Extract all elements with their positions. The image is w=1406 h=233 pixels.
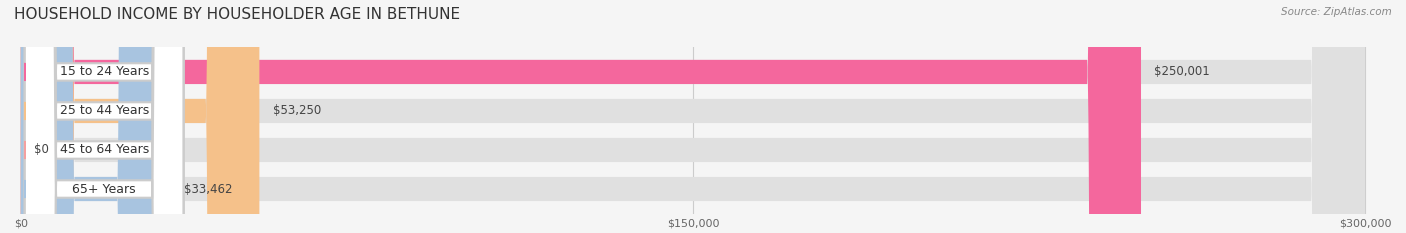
FancyBboxPatch shape (25, 0, 183, 233)
FancyBboxPatch shape (21, 0, 259, 233)
Text: 45 to 64 Years: 45 to 64 Years (59, 144, 149, 157)
Text: $33,462: $33,462 (184, 182, 232, 195)
FancyBboxPatch shape (25, 0, 183, 233)
Text: HOUSEHOLD INCOME BY HOUSEHOLDER AGE IN BETHUNE: HOUSEHOLD INCOME BY HOUSEHOLDER AGE IN B… (14, 7, 460, 22)
Text: Source: ZipAtlas.com: Source: ZipAtlas.com (1281, 7, 1392, 17)
FancyBboxPatch shape (21, 0, 1365, 233)
Text: $0: $0 (34, 144, 49, 157)
FancyBboxPatch shape (21, 0, 170, 233)
FancyBboxPatch shape (21, 0, 1365, 233)
Text: $53,250: $53,250 (273, 104, 321, 117)
FancyBboxPatch shape (25, 0, 183, 233)
FancyBboxPatch shape (21, 0, 1365, 233)
FancyBboxPatch shape (21, 0, 1142, 233)
FancyBboxPatch shape (21, 0, 1365, 233)
Text: 25 to 44 Years: 25 to 44 Years (59, 104, 149, 117)
Text: $250,001: $250,001 (1154, 65, 1211, 79)
FancyBboxPatch shape (25, 0, 183, 233)
Text: 15 to 24 Years: 15 to 24 Years (59, 65, 149, 79)
Text: 65+ Years: 65+ Years (72, 182, 136, 195)
